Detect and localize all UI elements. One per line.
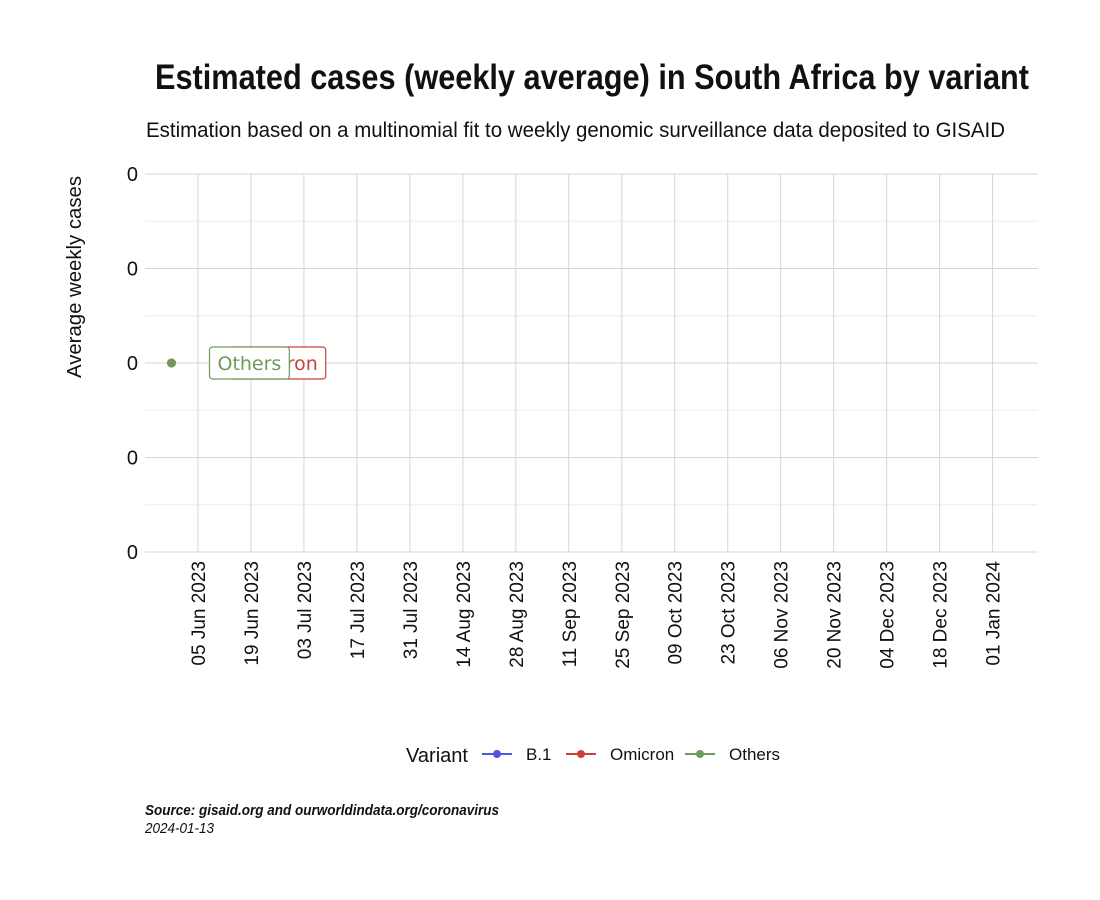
x-tick-label: 06 Nov 2023 [772, 561, 793, 669]
y-tick-label: 0 [127, 448, 138, 470]
x-tick-label: 03 Jul 2023 [295, 561, 316, 659]
x-tick-label: 14 Aug 2023 [454, 561, 475, 668]
x-tick-label: 11 Sep 2023 [560, 561, 581, 667]
legend-item-others: Others [685, 745, 780, 764]
legend-label: B.1 [526, 745, 552, 764]
x-tick-label: 31 Jul 2023 [401, 561, 422, 659]
grid [145, 173, 1038, 553]
legend-label: Omicron [610, 745, 674, 764]
y-tick-label: 0 [127, 164, 138, 186]
chart-subtitle: Estimation based on a multinomial fit to… [146, 119, 1005, 142]
x-tick-label: 05 Jun 2023 [189, 561, 210, 666]
legend-label: Others [729, 745, 780, 764]
x-tick-label: 28 Aug 2023 [507, 561, 528, 668]
y-axis-label: Average weekly cases [64, 176, 86, 378]
x-tick-label: 01 Jan 2024 [984, 561, 1005, 666]
x-axis: 05 Jun 2023 19 Jun 2023 03 Jul 2023 17 Jul … [189, 561, 1005, 669]
date-caption: 2024-01-13 [145, 820, 215, 837]
y-axis: 0 0 0 0 0 [127, 164, 138, 564]
x-tick-label: 18 Dec 2023 [931, 561, 952, 669]
legend: Variant B.1 Omicron Others [406, 745, 780, 767]
series-label-others: Others [208, 346, 290, 380]
y-tick-label: 0 [127, 353, 138, 375]
source-caption: Source: gisaid.org and ourworldindata.or… [145, 802, 500, 819]
y-tick-label: 0 [127, 259, 138, 281]
x-tick-label: 09 Oct 2023 [666, 561, 687, 665]
x-tick-label: 25 Sep 2023 [613, 561, 634, 669]
x-tick-label: 04 Dec 2023 [878, 561, 899, 669]
x-tick-label: 17 Jul 2023 [348, 561, 369, 659]
y-tick-label: 0 [127, 542, 138, 564]
legend-item-b1: B.1 [482, 745, 552, 764]
legend-title: Variant [406, 745, 468, 767]
legend-item-omicron: Omicron [566, 745, 674, 764]
x-tick-label: 19 Jun 2023 [242, 561, 263, 666]
series-label-text: Others [217, 353, 281, 375]
x-tick-label: 20 Nov 2023 [825, 561, 846, 669]
x-tick-label: 23 Oct 2023 [719, 561, 740, 665]
chart-title: Estimated cases (weekly average) in Sout… [155, 58, 1029, 97]
point-others [166, 358, 176, 368]
